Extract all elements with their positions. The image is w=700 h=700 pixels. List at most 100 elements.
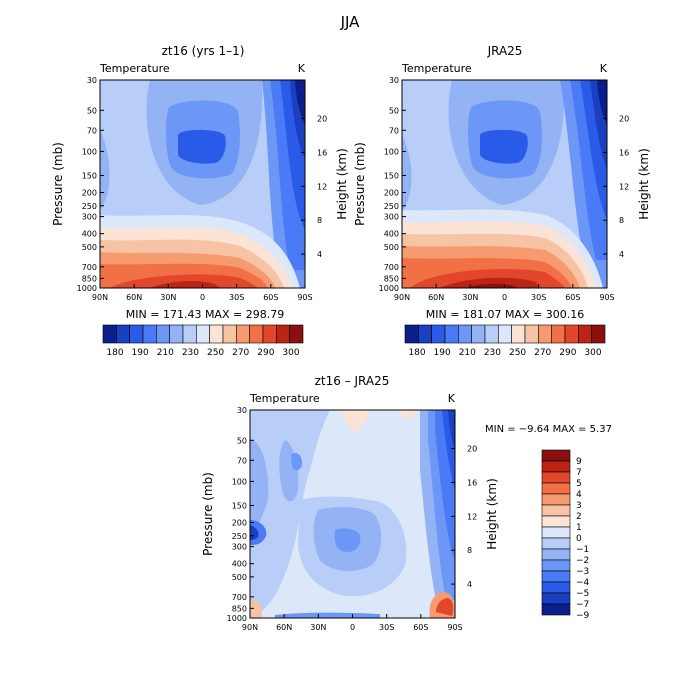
colorbar-label: 230 bbox=[484, 348, 501, 358]
y-tick-label: 150 bbox=[384, 171, 399, 180]
colorbar-label: 270 bbox=[232, 348, 249, 358]
y-tick-label: 30 bbox=[389, 76, 399, 85]
colorbar-swatch bbox=[116, 324, 130, 344]
contour-band bbox=[295, 80, 305, 125]
panel-reanalysis-contours bbox=[402, 80, 607, 288]
contour-band bbox=[275, 612, 380, 618]
colorbar-swatch bbox=[431, 324, 446, 344]
colorbar-swatch bbox=[156, 324, 170, 344]
colorbar-label: −9 bbox=[576, 611, 590, 621]
colorbar-label: 2 bbox=[576, 512, 582, 522]
colorbar-swatch bbox=[196, 324, 210, 344]
contour-band bbox=[436, 598, 454, 616]
y-tick-label: 1000 bbox=[77, 284, 97, 293]
y2-tick-label: 20 bbox=[317, 115, 327, 124]
colorbar-swatch bbox=[541, 493, 571, 506]
y2-tick-label: 8 bbox=[467, 546, 472, 555]
colorbar-swatch bbox=[484, 324, 499, 344]
panel-difference-axes: 90N 60N 30N 0 30S 60S 90S 30 50 70 100 150 200 250 300… bbox=[227, 406, 478, 632]
colorbar-swatch bbox=[276, 324, 290, 344]
y2-tick-label: 16 bbox=[619, 148, 629, 157]
colorbar-label: 180 bbox=[408, 348, 425, 358]
colorbar-swatch bbox=[541, 482, 571, 495]
y-tick-label: 300 bbox=[384, 213, 399, 222]
panel-reanalysis-y2label: Height (km) bbox=[637, 148, 651, 219]
colorbar-swatch bbox=[541, 581, 571, 594]
x-tick-label: 90S bbox=[599, 293, 614, 302]
y2-tick-label: 20 bbox=[619, 115, 629, 124]
colorbar-label: 190 bbox=[434, 348, 451, 358]
y-tick-label: 500 bbox=[232, 573, 247, 582]
colorbar-swatch bbox=[498, 324, 512, 344]
colorbar-swatch bbox=[524, 324, 539, 344]
colorbar-swatch bbox=[541, 548, 571, 561]
x-tick-label: 30S bbox=[531, 293, 546, 302]
panel-reanalysis: JRA25 Temperature K 90N 60N 30N 0 30S 60S 90S 3… bbox=[353, 44, 651, 358]
y-tick-label: 400 bbox=[384, 230, 399, 239]
colorbar-swatch bbox=[102, 324, 117, 344]
y-tick-label: 70 bbox=[237, 456, 247, 465]
colorbar-label: 180 bbox=[106, 348, 123, 358]
colorbar-label: 300 bbox=[584, 348, 601, 358]
y-tick-label: 1000 bbox=[379, 284, 399, 293]
y-tick-label: 100 bbox=[232, 477, 247, 486]
x-tick-label: 90N bbox=[92, 293, 108, 302]
contour-band bbox=[398, 410, 415, 419]
colorbar-label: 290 bbox=[257, 348, 274, 358]
panel-reanalysis-variable-label: Temperature bbox=[401, 62, 472, 75]
y-tick-label: 50 bbox=[389, 106, 399, 115]
colorbar-swatch bbox=[169, 324, 184, 344]
y-tick-label: 30 bbox=[87, 76, 97, 85]
colorbar-swatch bbox=[541, 603, 571, 616]
panel-model-title: zt16 (yrs 1–1) bbox=[162, 44, 245, 58]
y-tick-label: 400 bbox=[82, 230, 97, 239]
colorbar-swatch bbox=[404, 324, 419, 344]
y-tick-label: 300 bbox=[82, 213, 97, 222]
y-tick-label: 100 bbox=[82, 147, 97, 156]
panel-model-stats: MIN = 171.43 MAX = 298.79 bbox=[126, 308, 284, 321]
contour-band bbox=[110, 274, 258, 288]
x-tick-label: 60S bbox=[565, 293, 580, 302]
y-tick-label: 850 bbox=[232, 604, 247, 613]
panel-difference-title: zt16 – JRA25 bbox=[315, 374, 390, 388]
y-tick-label: 500 bbox=[384, 243, 399, 252]
colorbar-label: 190 bbox=[132, 348, 149, 358]
colorbar-swatch bbox=[249, 324, 264, 344]
panel-model-ylabel: Pressure (mb) bbox=[51, 142, 65, 226]
figure-title: JJA bbox=[340, 13, 361, 31]
colorbar-swatch bbox=[209, 324, 224, 344]
contour-band bbox=[178, 129, 226, 164]
y2-tick-label: 4 bbox=[619, 250, 624, 259]
x-tick-label: 0 bbox=[350, 623, 355, 632]
colorbar-swatch bbox=[551, 324, 566, 344]
colorbar-swatch bbox=[541, 559, 571, 572]
colorbar-swatch bbox=[578, 324, 592, 344]
y-tick-label: 500 bbox=[82, 243, 97, 252]
colorbar-swatch bbox=[471, 324, 486, 344]
x-tick-label: 30N bbox=[160, 293, 176, 302]
panel-reanalysis-stats: MIN = 181.07 MAX = 300.16 bbox=[426, 308, 584, 321]
y2-tick-label: 16 bbox=[317, 148, 327, 157]
colorbar-swatch bbox=[444, 324, 459, 344]
y-tick-label: 50 bbox=[87, 106, 97, 115]
y-tick-label: 200 bbox=[82, 189, 97, 198]
colorbar-label: 9 bbox=[576, 457, 582, 467]
y-tick-label: 300 bbox=[232, 543, 247, 552]
y2-tick-label: 8 bbox=[619, 216, 624, 225]
contour-band bbox=[597, 80, 607, 125]
colorbar-swatch bbox=[591, 324, 606, 344]
x-tick-label: 60S bbox=[413, 623, 428, 632]
x-tick-label: 0 bbox=[200, 293, 205, 302]
colorbar-swatch bbox=[541, 537, 571, 550]
y-tick-label: 250 bbox=[82, 202, 97, 211]
panel-difference-units-label: K bbox=[448, 392, 456, 405]
y-tick-label: 70 bbox=[87, 126, 97, 135]
contour-band bbox=[250, 410, 330, 618]
colorbar-swatch bbox=[538, 324, 552, 344]
colorbar-swatch bbox=[458, 324, 472, 344]
contour-band bbox=[250, 440, 269, 535]
panel-difference: zt16 – JRA25 Temperature K MIN = −9.64 M… bbox=[201, 374, 612, 632]
colorbar-swatch bbox=[289, 324, 304, 344]
y2-tick-label: 20 bbox=[467, 445, 477, 454]
